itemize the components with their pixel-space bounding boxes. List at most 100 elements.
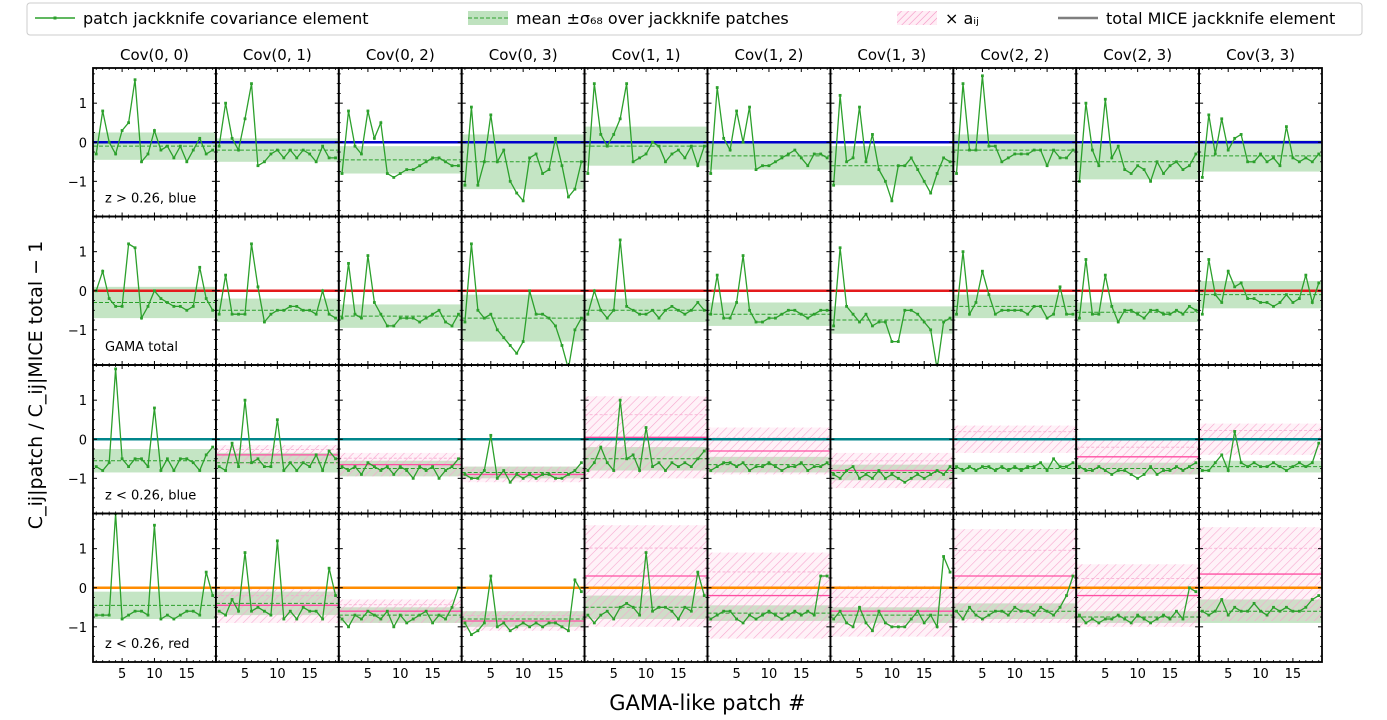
patch-point <box>961 469 965 472</box>
panel <box>1198 67 1323 218</box>
patch-point <box>127 465 130 469</box>
panel <box>460 215 586 366</box>
panel: 5 10 15 <box>214 512 340 682</box>
x-tick-label: 5 <box>487 667 495 682</box>
panel-plot-area <box>953 74 1077 175</box>
patch-point <box>198 136 202 140</box>
patch-point <box>1026 609 1030 613</box>
patch-point <box>1058 605 1062 609</box>
patch-point <box>1162 172 1165 175</box>
patch-point <box>806 469 810 472</box>
x-tick-label: 10 <box>884 667 901 682</box>
patch-point <box>974 613 978 617</box>
patch-point <box>450 605 454 609</box>
patch-point <box>709 172 713 175</box>
patch-point <box>922 179 926 183</box>
patch-point <box>1071 312 1075 316</box>
patch-point <box>683 156 687 160</box>
patch-point <box>1291 156 1295 160</box>
patch-point <box>916 312 920 316</box>
patch-point <box>974 301 978 304</box>
y-tick-label: 0 <box>79 285 87 300</box>
panel-plot-area <box>953 250 1077 320</box>
patch-point <box>250 609 253 613</box>
patch-point <box>981 269 984 273</box>
patch-point <box>1097 312 1101 316</box>
patch-point <box>1252 461 1256 465</box>
patch-point <box>172 469 176 472</box>
patch-point <box>1200 312 1204 316</box>
patch-point <box>424 469 428 472</box>
patch-point <box>334 316 337 320</box>
patch-point <box>340 465 344 469</box>
patch-point <box>1090 617 1094 621</box>
patch-point <box>379 312 383 316</box>
patch-point <box>625 82 629 86</box>
patch-point <box>1110 617 1114 621</box>
patch-point <box>1226 269 1230 273</box>
patch-point <box>1239 609 1243 613</box>
panel <box>214 67 340 218</box>
patch-point <box>702 308 706 312</box>
panel-plot-area <box>338 254 462 328</box>
patch-point <box>437 613 441 617</box>
patch-point <box>217 312 221 316</box>
patch-point <box>489 113 493 117</box>
patch-point <box>1310 598 1314 601</box>
patch-point <box>631 605 635 609</box>
patch-point <box>263 160 266 164</box>
patch-point <box>631 308 635 312</box>
patch-point <box>702 449 706 453</box>
panel-plot-area <box>93 78 216 164</box>
patch-point <box>1097 164 1101 168</box>
row-label: z < 0.26, blue <box>105 489 196 504</box>
patch-point <box>172 156 176 160</box>
patch-point <box>851 625 855 629</box>
patch-point <box>94 152 98 156</box>
patch-point <box>896 340 900 343</box>
patch-point <box>204 152 208 156</box>
patch-point <box>942 555 945 558</box>
patch-point <box>120 129 124 132</box>
patch-point <box>981 465 984 469</box>
panel <box>337 215 463 366</box>
patch-point <box>431 621 434 625</box>
patch-point <box>1013 605 1017 609</box>
legend-label: mean ±σ₆₈ over jackknife patches <box>516 9 789 28</box>
patch-point <box>948 570 952 574</box>
panel: −1 0 1 z > 0.26, blue <box>68 67 217 218</box>
panel: 5 10 15 <box>583 512 709 682</box>
patch-point <box>1129 621 1133 625</box>
patch-point <box>554 621 557 625</box>
x-tick-label: 5 <box>610 667 618 682</box>
patch-point <box>1078 613 1081 617</box>
patch-point <box>444 160 447 164</box>
patch-point <box>385 324 389 328</box>
patch-point <box>314 453 318 457</box>
patch-point <box>521 621 525 625</box>
patch-point <box>761 613 764 617</box>
patch-point <box>774 160 777 164</box>
patch-point <box>1155 617 1159 621</box>
patch-point <box>1142 168 1146 172</box>
patch-point <box>890 473 894 476</box>
panel <box>829 67 955 218</box>
patch-point <box>1155 308 1159 312</box>
panel-plot-area <box>830 438 954 489</box>
column-title: Cov(3, 3) <box>1226 46 1295 64</box>
legend: patch jackknife covariance element mean ±… <box>26 2 1363 36</box>
patch-point <box>385 172 389 175</box>
patch-point <box>612 133 616 136</box>
patch-point <box>670 304 674 308</box>
patch-point <box>444 320 447 324</box>
patch-point <box>864 473 868 476</box>
patch-point <box>968 148 971 152</box>
column-title: Cov(0, 1) <box>243 46 312 64</box>
patch-point <box>942 156 945 160</box>
patch-point <box>696 301 700 304</box>
panel <box>952 215 1078 366</box>
patch-point <box>372 465 376 469</box>
patch-point <box>243 312 247 316</box>
patch-point <box>877 469 881 472</box>
patch-point <box>411 617 415 621</box>
